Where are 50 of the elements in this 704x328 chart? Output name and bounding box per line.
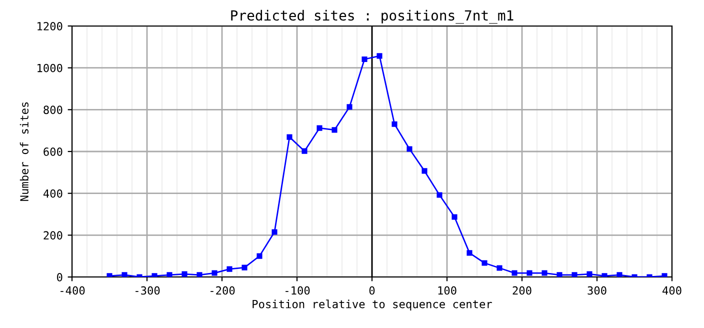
point	[196, 272, 202, 277]
point	[376, 53, 382, 59]
y-axis-title: Number of sites	[20, 102, 29, 201]
x-tick-label: -300	[136, 286, 160, 295]
point	[482, 260, 488, 266]
point	[422, 168, 428, 174]
point	[166, 272, 172, 277]
y-tick-label: 400	[43, 189, 62, 198]
x-axis-title: Position relative to sequence center	[252, 300, 492, 310]
point	[122, 272, 128, 277]
point	[466, 250, 472, 256]
point	[512, 270, 518, 276]
y-tick-label: 200	[44, 231, 62, 240]
chart-title: Predicted sites : positions_7nt_m1	[231, 10, 514, 24]
point	[256, 253, 262, 259]
point	[392, 121, 398, 127]
point	[362, 56, 368, 62]
point	[556, 272, 562, 277]
y-tick-label: 1200	[38, 22, 62, 30]
x-tick-label: -100	[286, 286, 310, 295]
point	[332, 127, 338, 133]
point	[242, 264, 248, 270]
point	[452, 214, 458, 220]
x-tick-label: 400	[662, 286, 682, 295]
point	[496, 265, 502, 271]
point	[272, 229, 278, 235]
point	[346, 104, 352, 110]
x-tick-label: -400	[60, 286, 85, 295]
point	[212, 270, 218, 276]
x-tick-label: -200	[210, 286, 235, 295]
y-tick-label: 800	[44, 106, 62, 114]
point	[302, 148, 308, 154]
point	[542, 270, 548, 276]
point	[286, 134, 292, 140]
point	[586, 271, 592, 277]
point	[616, 272, 622, 277]
point	[526, 270, 532, 276]
point	[182, 271, 188, 277]
y-tick-label: 0	[57, 273, 62, 282]
point	[436, 192, 442, 198]
point	[572, 272, 578, 277]
x-tick-label: 100	[438, 286, 456, 295]
y-tick-label: 1000	[38, 64, 62, 72]
y-tick-label: 600	[44, 148, 62, 156]
point	[226, 266, 232, 272]
point	[406, 146, 412, 152]
x-tick-label: 0	[369, 286, 375, 295]
x-tick-label: 200	[512, 286, 532, 295]
point	[316, 125, 322, 131]
x-tick-label: 300	[588, 286, 606, 295]
